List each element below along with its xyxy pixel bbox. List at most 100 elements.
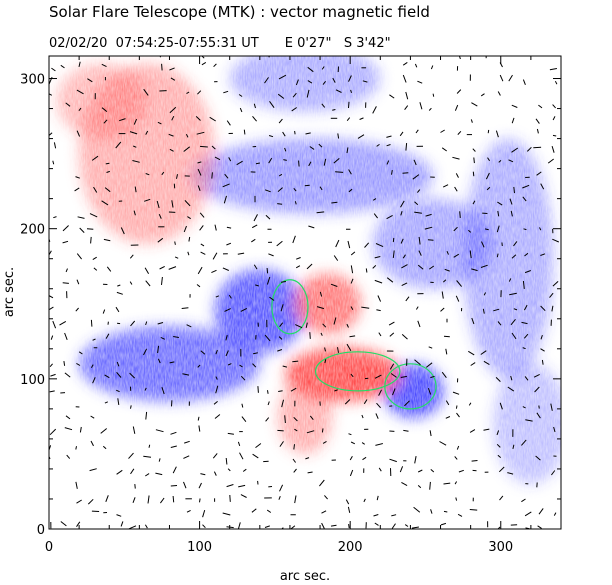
field-vector <box>307 80 313 84</box>
field-vector <box>535 118 540 124</box>
x-tick-label: 300 <box>488 540 513 555</box>
field-vector <box>453 253 460 258</box>
observation-time-range: 07:54:25-07:55:31 UT <box>115 36 259 51</box>
field-vector <box>101 107 108 112</box>
field-vector <box>103 119 108 124</box>
field-vector <box>199 212 205 218</box>
field-vector <box>348 433 352 436</box>
field-vector <box>120 521 124 527</box>
field-vector <box>498 160 502 163</box>
field-vector <box>390 373 397 378</box>
field-vector <box>101 63 107 68</box>
y-tick-label: 100 <box>20 373 45 388</box>
field-vector <box>173 336 179 338</box>
field-vector <box>293 416 298 422</box>
field-vector <box>76 362 81 366</box>
field-vector <box>321 66 325 70</box>
field-vector <box>454 456 458 460</box>
field-vector <box>128 525 137 529</box>
field-vector <box>348 524 350 529</box>
field-vector <box>399 131 404 137</box>
field-vector <box>392 237 395 243</box>
field-vector <box>493 308 500 312</box>
field-vector <box>252 352 258 355</box>
field-vector <box>279 484 284 492</box>
field-vector <box>186 324 192 328</box>
field-vector <box>499 402 503 410</box>
x-tick-label: 200 <box>338 540 363 555</box>
field-vector <box>116 469 123 475</box>
field-vector <box>538 405 540 409</box>
field-vector <box>441 53 446 55</box>
field-vector <box>148 444 151 448</box>
field-vector <box>469 250 472 259</box>
field-vector <box>457 130 462 135</box>
field-vector <box>346 323 349 328</box>
field-vector <box>115 306 120 313</box>
field-vector <box>291 107 297 112</box>
field-vector <box>170 77 176 81</box>
field-vector <box>552 116 556 121</box>
field-vector <box>417 469 423 473</box>
field-vector <box>547 158 554 164</box>
field-vector <box>541 359 544 365</box>
field-vector <box>280 304 284 312</box>
field-vector <box>197 266 203 275</box>
field-vector <box>305 53 310 54</box>
field-vector <box>350 251 356 256</box>
field-vector <box>316 211 325 214</box>
x-axis-title: arc sec. <box>280 569 330 584</box>
field-vector <box>524 511 532 517</box>
field-vector <box>457 513 463 517</box>
field-vector <box>323 158 327 166</box>
field-vector <box>183 225 187 233</box>
field-vector <box>226 120 231 126</box>
field-vector <box>214 414 221 419</box>
field-vector <box>133 145 137 148</box>
field-vector <box>443 482 451 485</box>
field-vector <box>375 443 383 446</box>
field-vector <box>456 445 460 450</box>
field-vector <box>334 389 338 392</box>
field-vector <box>117 398 120 405</box>
field-vector <box>324 495 328 500</box>
field-vector <box>267 401 270 406</box>
field-vector <box>252 115 257 122</box>
field-vector <box>442 279 447 283</box>
field-vector <box>160 336 166 340</box>
field-vector <box>472 171 475 177</box>
field-vector <box>322 440 327 444</box>
field-vector <box>106 266 112 272</box>
field-vector <box>290 387 297 392</box>
field-vector <box>454 186 458 192</box>
field-vector <box>222 267 230 271</box>
field-vector <box>425 362 433 368</box>
field-vector <box>169 67 175 71</box>
field-vector <box>202 509 206 518</box>
field-vector <box>376 402 381 409</box>
field-vector <box>170 485 178 487</box>
field-vector <box>239 107 243 113</box>
field-vector <box>318 143 323 148</box>
field-vector <box>414 201 419 206</box>
field-vector <box>169 361 175 364</box>
field-vector <box>253 264 258 270</box>
field-vector <box>374 279 383 284</box>
field-vector <box>279 322 284 328</box>
field-vector <box>389 363 395 370</box>
field-vector <box>225 457 228 465</box>
field-vector <box>184 200 191 207</box>
field-vector <box>90 236 92 244</box>
field-vector <box>424 226 433 230</box>
field-vector <box>324 359 327 364</box>
field-vector <box>403 429 409 432</box>
field-vector <box>307 66 314 73</box>
field-vector <box>378 389 382 396</box>
field-vector <box>551 305 554 312</box>
field-vector <box>335 89 342 93</box>
field-vector <box>281 399 284 408</box>
field-vector <box>201 61 207 66</box>
field-vector <box>418 250 422 256</box>
field-vector <box>350 373 354 378</box>
field-vector <box>522 184 530 189</box>
